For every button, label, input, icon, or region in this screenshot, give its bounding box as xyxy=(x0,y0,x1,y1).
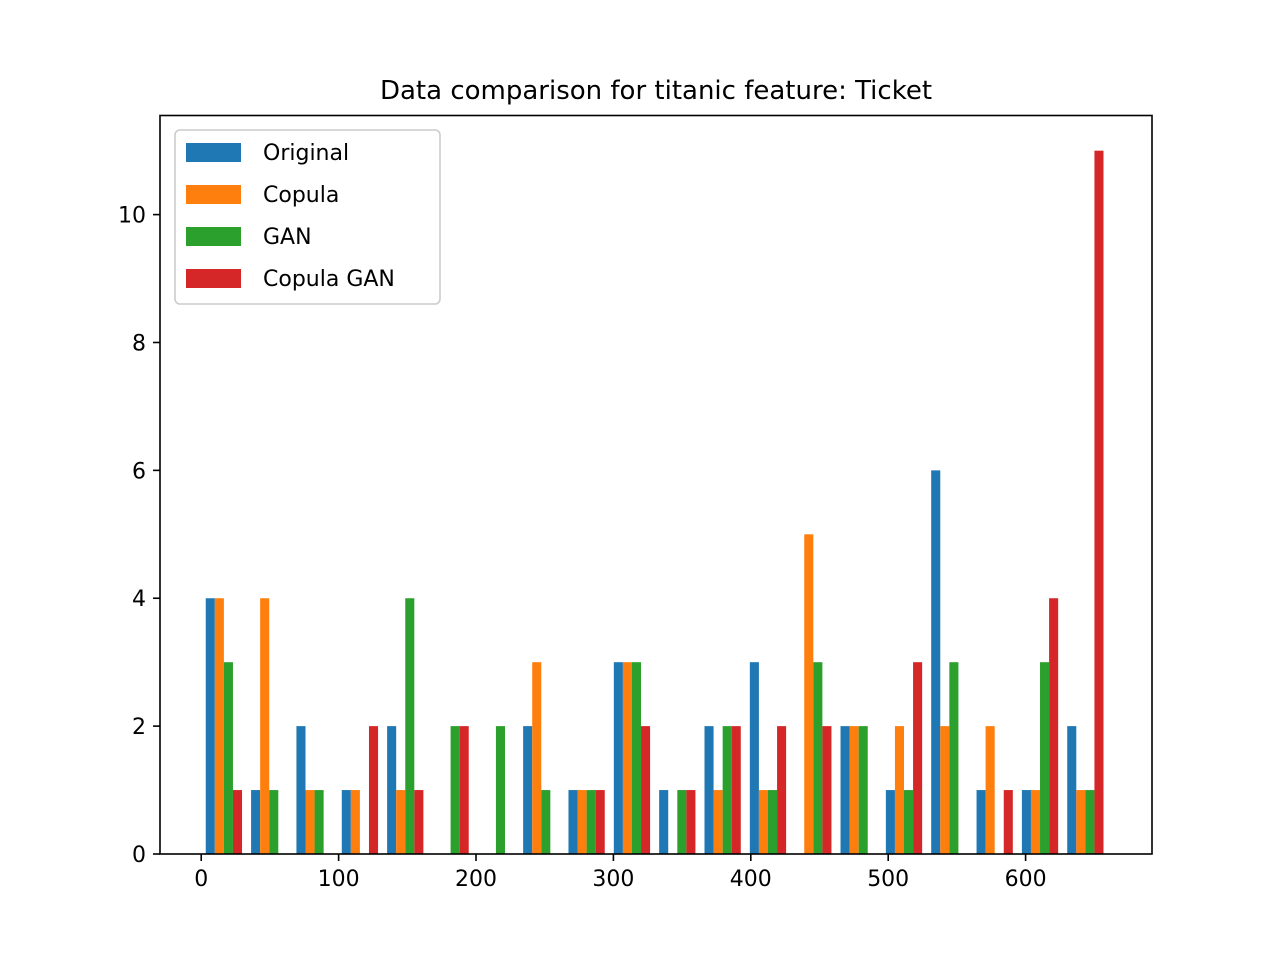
bar-copula-15 xyxy=(894,726,904,854)
bar-copula-3 xyxy=(350,790,360,854)
chart-title: Data comparison for titanic feature: Tic… xyxy=(380,76,932,106)
bar-gan-11 xyxy=(722,726,732,854)
bar-original-1 xyxy=(251,790,261,854)
bar-original-3 xyxy=(341,790,351,854)
bar-original-18 xyxy=(1021,790,1031,854)
bar-gan-6 xyxy=(495,726,505,854)
bar-copula-gan-15 xyxy=(913,662,923,854)
bar-copula-7 xyxy=(532,662,542,854)
bar-copula-16 xyxy=(940,726,950,854)
bar-copula-11 xyxy=(713,790,723,854)
bars-group xyxy=(205,150,1104,855)
bar-copula-gan-17 xyxy=(1003,790,1013,854)
bar-gan-16 xyxy=(949,662,959,854)
bar-gan-18 xyxy=(1040,662,1050,854)
bar-copula-gan-5 xyxy=(459,726,469,854)
bar-copula-17 xyxy=(985,726,995,854)
bar-original-17 xyxy=(976,790,986,854)
legend-swatch-gan xyxy=(186,227,241,246)
x-tick-label: 300 xyxy=(592,867,634,892)
bar-original-16 xyxy=(931,470,941,854)
bar-copula-18 xyxy=(1030,790,1041,854)
bar-copula-gan-12 xyxy=(777,726,787,854)
bar-copula-9 xyxy=(622,662,632,854)
legend-swatch-copula-gan xyxy=(186,269,241,288)
bar-original-7 xyxy=(523,726,533,854)
bar-gan-4 xyxy=(405,598,415,854)
legend-label-gan: GAN xyxy=(263,225,312,250)
bar-original-14 xyxy=(840,726,850,854)
bar-gan-12 xyxy=(767,790,778,854)
y-tick-label: 2 xyxy=(132,715,146,740)
x-tick-label: 400 xyxy=(730,867,772,892)
x-tick-label: 100 xyxy=(318,867,360,892)
legend-label-copula: Copula xyxy=(263,183,339,208)
bar-original-9 xyxy=(613,662,623,854)
bar-gan-7 xyxy=(541,790,551,854)
bar-gan-9 xyxy=(631,662,642,854)
bar-original-0 xyxy=(205,598,215,854)
bar-gan-8 xyxy=(586,790,596,854)
bar-original-8 xyxy=(568,790,578,854)
bar-gan-19 xyxy=(1085,790,1095,854)
bar-copula-4 xyxy=(396,790,406,854)
bar-copula-gan-19 xyxy=(1094,150,1104,855)
bar-copula-gan-9 xyxy=(641,726,651,854)
legend-label-original: Original xyxy=(263,141,349,166)
bar-copula-gan-8 xyxy=(595,790,605,854)
bar-copula-gan-13 xyxy=(822,726,832,854)
bar-copula-19 xyxy=(1076,790,1086,854)
bar-copula-gan-3 xyxy=(368,726,379,854)
bar-original-11 xyxy=(704,726,714,854)
bar-copula-gan-18 xyxy=(1049,598,1059,854)
bar-copula-0 xyxy=(214,598,224,854)
y-tick-label: 8 xyxy=(132,331,146,356)
plot-frame xyxy=(159,114,1153,855)
y-tick-label: 4 xyxy=(132,587,146,612)
bar-gan-1 xyxy=(269,790,279,854)
bar-gan-14 xyxy=(858,726,868,854)
y-tick-label: 6 xyxy=(132,459,146,484)
x-tick-label: 600 xyxy=(1005,867,1047,892)
x-tick-label: 500 xyxy=(867,867,909,892)
bar-original-12 xyxy=(749,662,759,854)
bar-gan-13 xyxy=(813,662,823,854)
bar-original-4 xyxy=(387,726,397,854)
legend: Original Copula GAN Copula GAN xyxy=(174,129,441,305)
bar-original-2 xyxy=(296,726,306,854)
bar-copula-13 xyxy=(804,534,814,854)
legend-box xyxy=(174,129,441,305)
y-axis: 0 2 4 6 8 10 xyxy=(118,204,160,868)
legend-swatch-copula xyxy=(186,185,241,204)
bar-copula-gan-4 xyxy=(414,790,424,854)
bar-copula-8 xyxy=(577,790,587,854)
x-axis: 0 100 200 300 400 500 600 xyxy=(194,854,1047,892)
x-tick-label: 0 xyxy=(194,867,208,892)
y-tick-label: 0 xyxy=(132,843,146,868)
bar-gan-5 xyxy=(450,726,460,854)
bar-gan-2 xyxy=(314,790,324,854)
bar-copula-1 xyxy=(260,598,270,854)
bar-copula-gan-0 xyxy=(232,790,243,854)
bar-gan-0 xyxy=(223,662,233,854)
bar-original-15 xyxy=(885,790,895,854)
bar-copula-14 xyxy=(849,726,859,854)
bar-gan-15 xyxy=(904,790,914,854)
bar-original-10 xyxy=(659,790,669,854)
legend-swatch-original xyxy=(186,143,241,162)
bar-copula-2 xyxy=(305,790,315,854)
bar-copula-12 xyxy=(758,790,768,854)
bar-gan-10 xyxy=(677,790,687,854)
bar-copula-gan-11 xyxy=(731,726,741,854)
legend-label-copula-gan: Copula GAN xyxy=(263,267,395,292)
bar-copula-gan-10 xyxy=(686,790,696,854)
x-tick-label: 200 xyxy=(455,867,497,892)
bar-original-19 xyxy=(1067,726,1077,854)
y-tick-label: 10 xyxy=(118,204,146,229)
